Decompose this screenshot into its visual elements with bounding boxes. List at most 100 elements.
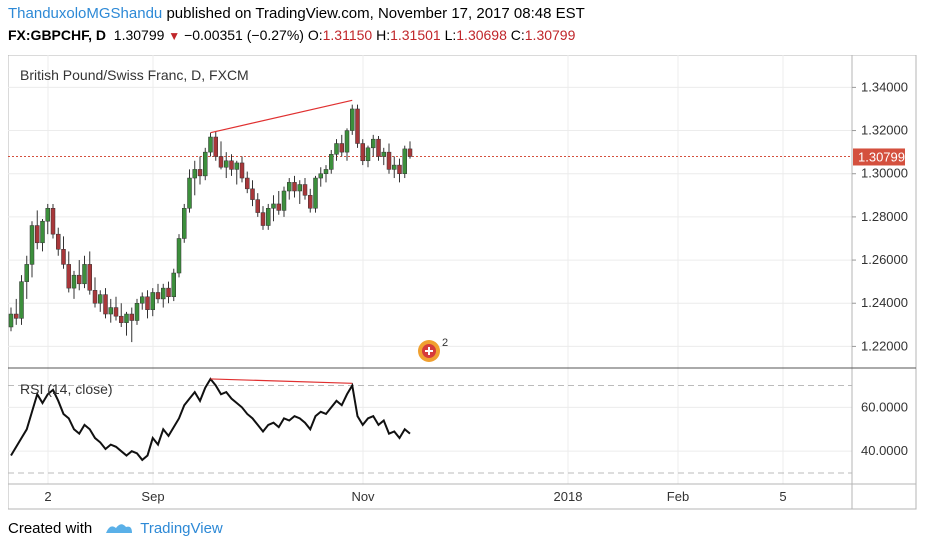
open-value: 1.31150 xyxy=(322,27,373,43)
candle-body xyxy=(255,199,260,213)
symbol-info: FX:GBPCHF, D 1.30799 ▼ −0.00351 (−0.27%)… xyxy=(8,27,575,43)
rsi-tick-label: 60.0000 xyxy=(861,399,908,414)
candle-body xyxy=(208,136,213,153)
candle-body xyxy=(245,177,250,190)
candle-body xyxy=(145,296,150,310)
candle-body xyxy=(344,130,350,153)
candle-body xyxy=(103,294,108,315)
candle-body xyxy=(66,264,71,289)
chart-svg[interactable]: 2 Sep Nov 2018 Feb 5 1.34000 1.32000 1.30000 1.28… xyxy=(7,54,924,515)
author-link[interactable]: ThanduxoloMGShandu xyxy=(8,5,163,22)
candle-body xyxy=(281,190,287,211)
candle-body xyxy=(318,173,323,179)
candle-body xyxy=(71,274,77,289)
candle-body xyxy=(266,208,271,226)
high-label: H: xyxy=(376,27,391,43)
chart-frame xyxy=(7,54,917,510)
rsi-layer xyxy=(10,377,411,462)
time-tick-label: Feb xyxy=(667,489,689,504)
candle-body xyxy=(381,151,386,157)
candle-body xyxy=(24,264,29,282)
candle-body xyxy=(213,136,218,157)
candle-body xyxy=(203,151,208,177)
candle-body xyxy=(402,148,407,174)
tradingview-logo-icon[interactable] xyxy=(104,519,134,537)
candle-body xyxy=(292,182,297,192)
published-text: published on TradingView.com, November 1… xyxy=(166,5,585,22)
candle-body xyxy=(113,307,119,317)
down-arrow-icon: ▼ xyxy=(168,29,181,43)
candle-body xyxy=(339,143,344,153)
current-price-badge: 1.30799 xyxy=(853,148,905,166)
candle-body xyxy=(308,195,313,209)
candle-body xyxy=(397,164,402,174)
candle-body xyxy=(77,274,82,285)
candle-body xyxy=(323,169,329,174)
price-tick-label: 1.30000 xyxy=(861,166,908,181)
price-badge-text: 1.30799 xyxy=(858,149,905,164)
price-change: −0.00351 (−0.27%) xyxy=(184,27,304,43)
close-label: C: xyxy=(510,27,525,43)
candle-body xyxy=(182,208,187,239)
tradingview-link[interactable]: TradingView xyxy=(140,519,223,537)
candle-body xyxy=(108,307,113,315)
candle-body xyxy=(40,220,45,244)
candle-body xyxy=(124,313,129,323)
candle-body xyxy=(140,296,145,304)
candle-body xyxy=(45,208,50,222)
candle-body xyxy=(150,292,155,310)
time-tick-label: Sep xyxy=(141,489,164,504)
axes-layer: 2 Sep Nov 2018 Feb 5 1.34000 1.32000 1.30000 1.28… xyxy=(44,79,908,504)
candle-body xyxy=(224,160,229,168)
candle-body xyxy=(386,151,392,170)
candle-body xyxy=(192,169,197,179)
price-tick-label: 1.28000 xyxy=(861,209,908,224)
chart-container[interactable]: 2 Sep Nov 2018 Feb 5 1.34000 1.32000 1.30000 1.28… xyxy=(7,54,924,520)
candle-body xyxy=(92,290,98,304)
candle-body xyxy=(218,156,224,168)
candle-body xyxy=(392,164,397,170)
candle-body xyxy=(29,225,35,265)
price-badge-bg xyxy=(853,148,905,166)
candle-body xyxy=(171,272,176,298)
candle-body xyxy=(239,162,245,179)
candle-body xyxy=(56,233,61,250)
event-count: 2 xyxy=(442,337,448,349)
candle-body xyxy=(271,203,276,209)
candle-body xyxy=(234,162,239,170)
candle-body xyxy=(313,177,318,209)
event-marker[interactable]: 2 xyxy=(418,337,448,362)
last-price: 1.30799 xyxy=(113,27,165,43)
price-tick-label: 1.24000 xyxy=(861,295,908,310)
candle-body xyxy=(329,154,334,170)
symbol-label: FX:GBPCHF, D xyxy=(8,27,106,43)
time-tick-label: 5 xyxy=(779,489,786,504)
candle-body xyxy=(134,302,140,321)
low-value: 1.30698 xyxy=(456,27,507,43)
cross-horz xyxy=(425,350,433,352)
candle-body xyxy=(376,138,381,157)
candle-body xyxy=(155,292,161,300)
candle-body xyxy=(365,147,371,162)
price-tick-label: 1.34000 xyxy=(861,79,908,94)
candle-body xyxy=(197,169,203,177)
candle-body xyxy=(161,287,166,300)
publish-info: ThanduxoloMGShandu published on TradingV… xyxy=(8,5,585,22)
price-tick-label: 1.26000 xyxy=(861,252,908,267)
candle-body xyxy=(61,249,66,265)
candle-body xyxy=(334,143,339,155)
candle-body xyxy=(129,313,134,321)
candle-body xyxy=(98,294,103,304)
close-value: 1.30799 xyxy=(524,27,576,43)
candle-body xyxy=(407,148,413,157)
candle-body xyxy=(176,238,182,274)
footer: Created with TradingView xyxy=(8,519,223,537)
candle-body xyxy=(14,313,19,319)
candle-body xyxy=(19,281,24,319)
rsi-tick-label: 40.0000 xyxy=(861,443,908,458)
candle-body xyxy=(8,313,14,328)
candle-body xyxy=(35,225,40,244)
price-tick-label: 1.22000 xyxy=(861,338,908,353)
candle-body xyxy=(360,143,365,162)
rsi-trendline xyxy=(210,378,353,384)
